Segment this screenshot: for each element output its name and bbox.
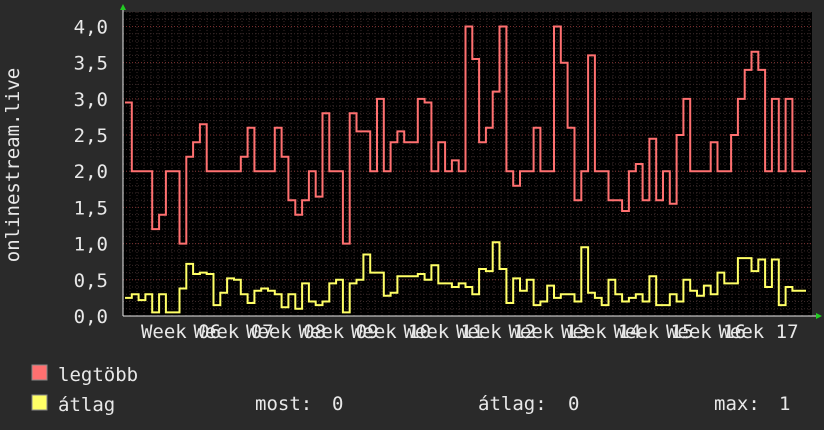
x-axis-arrow: [816, 313, 822, 319]
x-tick-label: Week 12: [456, 321, 536, 343]
x-tick-label: Week 13: [508, 321, 588, 343]
y-tick-label: 2,5: [74, 125, 108, 147]
y-tick-label: 2,0: [74, 161, 108, 183]
y-axis-label: onlinestream.live: [2, 68, 24, 262]
x-tick-label: Week 06: [141, 321, 221, 343]
series-line-atlag: [125, 241, 806, 314]
legend-label-legtobb: legtöbb: [58, 364, 138, 386]
y-tick-label: 3,0: [74, 89, 108, 111]
y-tick-label: 0,0: [74, 306, 108, 328]
x-tick-label: Week 08: [246, 321, 326, 343]
x-tick-label: Week 17: [718, 321, 798, 343]
series-layer: [125, 25, 806, 314]
x-tick-label: Week 14: [561, 321, 641, 343]
legend: legtöbb átlag: [31, 364, 138, 416]
stat-max-label: max:: [714, 393, 760, 415]
x-tick-label: Week 11: [403, 321, 483, 343]
y-tick-label: 3,5: [74, 53, 108, 75]
y-tick-label: 1,0: [74, 234, 108, 256]
x-tick-label: Week 07: [193, 321, 273, 343]
x-tick-label: Week 16: [666, 321, 746, 343]
y-tick-labels: 0,0 0,5 1,0 1,5 2,0 2,5 3,0 3,5 4,0: [74, 16, 108, 328]
stat-atlag-label: átlag:: [478, 393, 547, 415]
stat-most-value: 0: [332, 393, 343, 415]
x-tick-label: Week 09: [298, 321, 378, 343]
legend-swatch-legtobb: [31, 364, 48, 381]
stat-most-label: most:: [255, 393, 312, 415]
x-tick-label: Week 10: [351, 321, 431, 343]
y-axis-arrow: [120, 4, 126, 10]
legend-swatch-atlag: [31, 394, 48, 411]
stat-max-value: 1: [779, 393, 790, 415]
axes: [120, 4, 822, 319]
stats: most: 0 átlag: 0 max: 1: [255, 393, 790, 415]
y-tick-label: 0,5: [74, 270, 108, 292]
y-tick-label: 4,0: [74, 16, 108, 38]
x-tick-label: Week 15: [613, 321, 693, 343]
legend-label-atlag: átlag: [58, 394, 115, 416]
y-tick-label: 1,5: [74, 197, 108, 219]
stat-atlag-value: 0: [568, 393, 579, 415]
series-line-legtobb: [125, 25, 806, 245]
